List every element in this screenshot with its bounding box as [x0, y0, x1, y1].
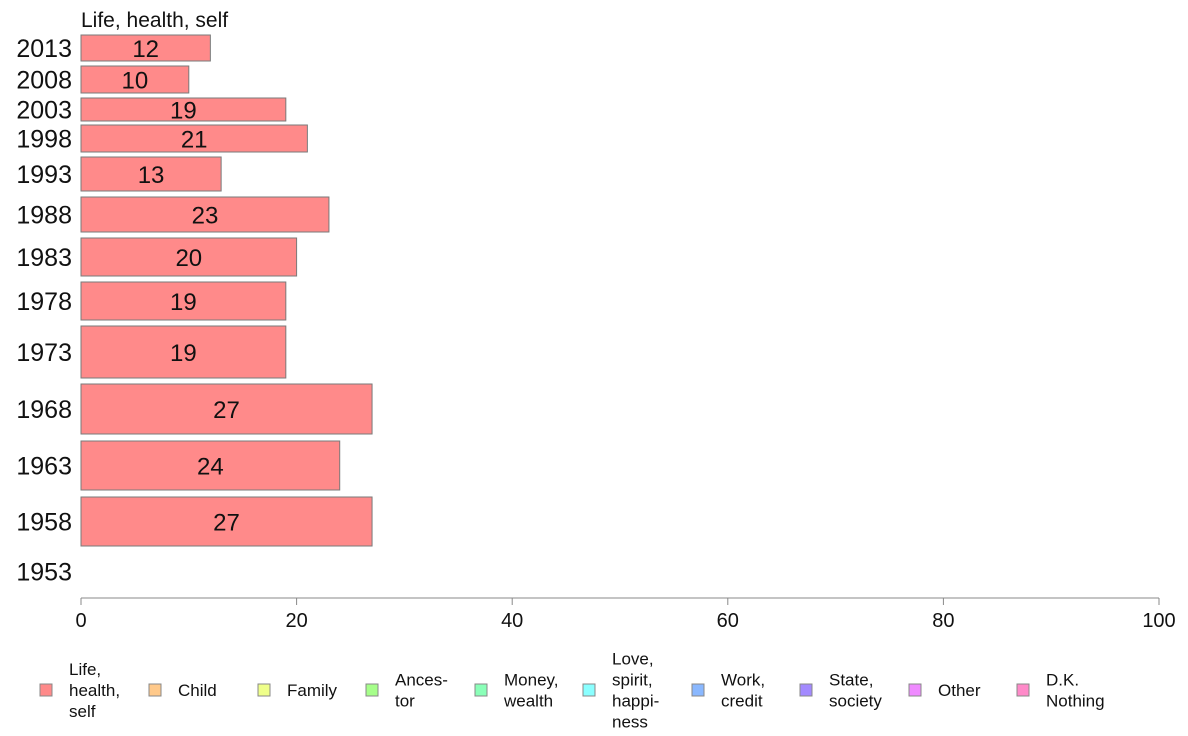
- bar-2003: [80, 97, 287, 122]
- bar-value-1983: 20: [175, 245, 202, 272]
- legend-item-6: Work, credit: [691, 671, 765, 711]
- legend-swatch: [908, 683, 922, 697]
- bar-value-1978: 19: [170, 289, 197, 316]
- legend: Life, health, self Child Family Ances-tor Mone…: [39, 650, 1105, 732]
- legend-label: tor: [395, 692, 415, 711]
- legend-item-4: Money, wealth: [474, 671, 559, 711]
- legend-label: Child: [178, 681, 217, 700]
- legend-item-8: Other: [908, 681, 981, 700]
- legend-swatch: [582, 683, 596, 697]
- legend-item-1: Child: [148, 681, 217, 700]
- bar-value-1993: 13: [138, 162, 165, 189]
- legend-swatch: [257, 683, 271, 697]
- year-label-2003: 2003: [16, 97, 72, 125]
- bar-1968: [80, 383, 373, 435]
- bar-2008: [80, 65, 190, 94]
- year-label-1983: 1983: [16, 244, 72, 272]
- year-label-1958: 1958: [16, 509, 72, 537]
- year-label-1953: 1953: [16, 559, 72, 587]
- legend-item-2: Family: [257, 681, 338, 700]
- legend-swatch: [1016, 683, 1030, 697]
- x-tick-label-60: 60: [717, 610, 739, 632]
- legend-label: Family: [287, 681, 338, 700]
- legend-label: Ances-: [395, 671, 448, 690]
- year-label-1988: 1988: [16, 202, 72, 230]
- x-tick-label-80: 80: [932, 610, 954, 632]
- bar-value-2013: 12: [132, 36, 159, 63]
- legend-label: Other: [938, 681, 981, 700]
- legend-label: society: [829, 692, 882, 711]
- year-label-1963: 1963: [16, 453, 72, 481]
- legend-item-9: D.K. Nothing: [1016, 671, 1105, 711]
- year-label-1993: 1993: [16, 161, 72, 189]
- bar-2013: [80, 34, 211, 62]
- legend-swatch: [799, 683, 813, 697]
- year-label-2008: 2008: [16, 67, 72, 95]
- legend-label: credit: [721, 692, 763, 711]
- x-tick-label-40: 40: [501, 610, 523, 632]
- bar-1973: [80, 325, 287, 379]
- bar-1958: [80, 496, 373, 547]
- legend-swatch: [39, 683, 53, 697]
- bar-value-1973: 19: [170, 340, 197, 367]
- bar-value-2003: 19: [170, 98, 197, 125]
- legend-label: spirit,: [612, 671, 653, 690]
- legend-label: health,: [69, 681, 120, 700]
- bar-value-1988: 23: [192, 203, 219, 230]
- x-axis: 0 20 40 60 80 100: [75, 597, 1176, 632]
- year-label-1978: 1978: [16, 288, 72, 316]
- legend-label: Money,: [504, 671, 559, 690]
- bar-1963: [80, 440, 341, 491]
- bar-1993: [80, 156, 222, 192]
- legend-item-3: Ances-tor: [365, 671, 448, 711]
- bar-1988: [80, 196, 330, 233]
- legend-label: happi-: [612, 692, 659, 711]
- chart-title: Life, health, self: [81, 9, 228, 32]
- legend-item-0: Life, health, self: [39, 660, 120, 721]
- legend-label: ness: [612, 713, 648, 732]
- legend-item-7: State, society: [799, 671, 882, 711]
- x-tick-label-20: 20: [285, 610, 307, 632]
- year-label-1973: 1973: [16, 339, 72, 367]
- legend-label: State,: [829, 671, 873, 690]
- bar-value-1963: 24: [197, 454, 224, 481]
- legend-label: wealth: [503, 692, 553, 711]
- legend-swatch: [474, 683, 488, 697]
- x-tick-label-0: 0: [75, 610, 86, 632]
- legend-swatch: [148, 683, 162, 697]
- x-tick-label-100: 100: [1142, 610, 1175, 632]
- bar-1998: [80, 124, 308, 153]
- legend-label: Life,: [69, 660, 101, 679]
- legend-label: Love,: [612, 650, 654, 669]
- legend-label: self: [69, 702, 96, 721]
- legend-label: Work,: [721, 671, 765, 690]
- bar-value-1958: 27: [213, 510, 240, 537]
- year-label-1998: 1998: [16, 126, 72, 154]
- legend-label: D.K.: [1046, 671, 1079, 690]
- bar-value-2008: 10: [122, 68, 149, 95]
- bar-1983: [80, 237, 298, 277]
- legend-label: Nothing: [1046, 692, 1105, 711]
- year-label-1968: 1968: [16, 396, 72, 424]
- bar-value-1968: 27: [213, 397, 240, 424]
- year-label-2013: 2013: [16, 35, 72, 63]
- legend-swatch: [365, 683, 379, 697]
- bar-value-1998: 21: [181, 127, 208, 154]
- legend-swatch: [691, 683, 705, 697]
- bar-1978: [80, 281, 287, 321]
- legend-item-5: Love, spirit, happi-ness: [582, 650, 659, 732]
